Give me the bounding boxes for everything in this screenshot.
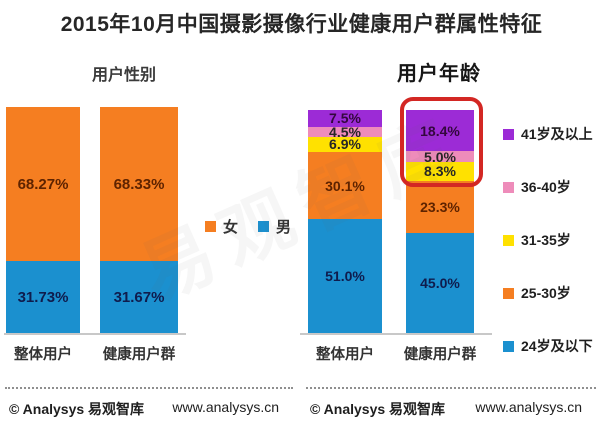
legend-item: 41岁及以上 bbox=[503, 124, 593, 144]
age-chart-title: 用户年龄 bbox=[397, 63, 481, 85]
bar-segment: 31.67% bbox=[100, 261, 178, 333]
legend-label: 31-35岁 bbox=[521, 232, 571, 248]
bar-segment: 7.5% bbox=[308, 110, 382, 127]
age-legend: 41岁及以上 36-40岁 31-35岁 25-30岁 24岁及以下 bbox=[503, 124, 593, 356]
stacked-bar: 68.27% 31.73% bbox=[6, 107, 80, 333]
bar-segment: 8.3% bbox=[406, 162, 474, 181]
bar-segment: 45.0% bbox=[406, 232, 474, 333]
legend-item: 男 bbox=[258, 216, 291, 237]
legend-label: 25-30岁 bbox=[521, 285, 571, 301]
bar-segment: 30.1% bbox=[308, 152, 382, 220]
age-chart-plot: 7.5% 4.5% 6.9% 30.1% 51.0% 整体用户 18.4% 5.0% 8.3% 2… bbox=[300, 110, 492, 363]
legend-label: 24岁及以下 bbox=[521, 338, 593, 354]
website-url: www.analysys.cn bbox=[172, 399, 279, 415]
brand-text: © Analysys 易观智库 bbox=[310, 401, 446, 417]
stacked-bar: 68.33% 31.67% bbox=[100, 107, 178, 333]
legend-item: 36-40岁 bbox=[503, 177, 593, 197]
segment-value-label: 68.27% bbox=[17, 175, 69, 193]
segment-value-label: 4.5% bbox=[329, 123, 361, 140]
bar-segment: 68.33% bbox=[100, 107, 178, 262]
legend-swatch-icon bbox=[258, 221, 270, 232]
legend-label: 女 bbox=[223, 219, 239, 236]
bar-segment: 23.3% bbox=[406, 180, 474, 233]
segment-value-label: 30.1% bbox=[325, 177, 365, 194]
legend-item: 31-35岁 bbox=[503, 230, 593, 250]
legend-swatch-icon bbox=[503, 181, 514, 193]
legend-item: 24岁及以下 bbox=[503, 336, 593, 356]
segment-value-label: 18.4% bbox=[420, 122, 460, 139]
category-label: 整体用户 bbox=[316, 347, 374, 363]
legend-swatch-icon bbox=[503, 287, 514, 299]
stacked-bar: 7.5% 4.5% 6.9% 30.1% 51.0% bbox=[308, 110, 382, 333]
legend-label: 41岁及以上 bbox=[521, 126, 593, 142]
segment-value-label: 8.3% bbox=[424, 163, 456, 180]
legend-swatch-icon bbox=[503, 340, 514, 352]
bar-segment: 51.0% bbox=[308, 219, 382, 333]
segment-value-label: 45.0% bbox=[420, 274, 460, 291]
bar-segment: 5.0% bbox=[406, 148, 474, 165]
footer-right: © Analysys 易观智库 www.analysys.cn bbox=[306, 387, 596, 419]
brand-text: © Analysys 易观智库 bbox=[9, 401, 145, 417]
segment-value-label: 5.0% bbox=[424, 148, 456, 165]
legend-label: 男 bbox=[276, 219, 292, 236]
bar-segment: 18.4% bbox=[406, 110, 474, 152]
category-label: 健康用户群 bbox=[403, 347, 477, 363]
gender-legend: 女男 bbox=[205, 216, 291, 237]
segment-value-label: 68.33% bbox=[113, 175, 165, 193]
category-label: 整体用户 bbox=[14, 347, 72, 363]
segment-value-label: 7.5% bbox=[329, 110, 361, 127]
segment-value-label: 51.0% bbox=[325, 268, 365, 285]
highlight-box bbox=[400, 97, 483, 187]
legend-swatch-icon bbox=[205, 221, 216, 232]
legend-item: 25-30岁 bbox=[503, 283, 593, 303]
bar-segment: 4.5% bbox=[308, 123, 382, 140]
gender-chart-plot: 68.27% 31.73% 整体用户 68.33% 31.67% 健康用户群 bbox=[4, 107, 186, 363]
segment-value-label: 6.9% bbox=[329, 136, 361, 153]
website-url: www.analysys.cn bbox=[475, 399, 582, 415]
segment-value-label: 31.67% bbox=[113, 288, 165, 306]
bar-segment: 6.9% bbox=[308, 136, 382, 153]
segment-value-label: 31.73% bbox=[17, 288, 69, 306]
legend-label: 36-40岁 bbox=[521, 179, 571, 195]
segment-value-label: 23.3% bbox=[420, 198, 460, 215]
legend-swatch-icon bbox=[503, 128, 514, 140]
gender-chart-title: 用户性别 bbox=[92, 67, 157, 84]
category-label: 健康用户群 bbox=[102, 347, 176, 363]
bar-segment: 31.73% bbox=[6, 261, 80, 333]
legend-item: 女 bbox=[205, 216, 238, 237]
bar-segment: 68.27% bbox=[6, 107, 80, 262]
footer-left: © Analysys 易观智库 www.analysys.cn bbox=[5, 387, 293, 419]
page-title: 2015年10月中国摄影摄像行业健康用户群属性特征 bbox=[60, 13, 543, 36]
stacked-bar: 18.4% 5.0% 8.3% 23.3% 45.0% bbox=[406, 110, 474, 333]
legend-swatch-icon bbox=[503, 234, 514, 246]
